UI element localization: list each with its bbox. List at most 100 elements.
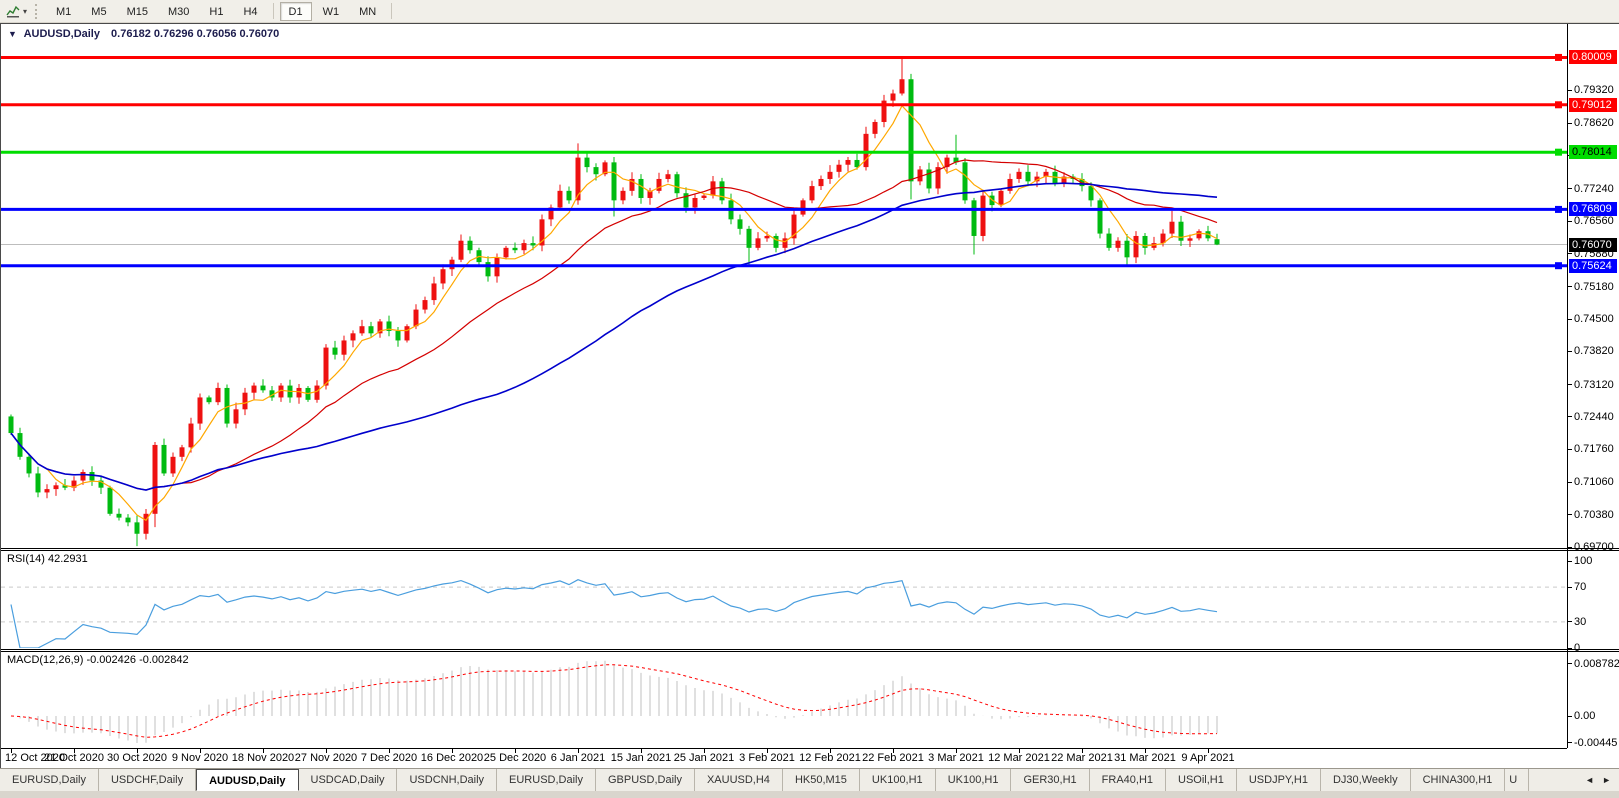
rsi-tick-mark xyxy=(1567,560,1572,562)
time-axis-label: 6 Jan 2021 xyxy=(550,752,606,764)
timeframe-button-m1[interactable]: M1 xyxy=(56,5,72,18)
indicators-icon[interactable]: ▾ xyxy=(2,2,31,21)
price-axis-label: 0.76560 xyxy=(1574,215,1614,228)
timeframe-button-m30[interactable]: M30 xyxy=(167,5,190,18)
timeframe-button-mn[interactable]: MN xyxy=(359,5,377,18)
chart-tab-usoil-h1[interactable]: USOil,H1 xyxy=(1166,769,1237,791)
chart-tab-ger30-h1[interactable]: GER30,H1 xyxy=(1011,769,1090,791)
price-axis-label: 0.71760 xyxy=(1574,443,1614,456)
time-axis-border xyxy=(1,748,1567,749)
macd-canvas[interactable] xyxy=(1,652,1567,748)
level-price-badge: 0.75624 xyxy=(1569,258,1617,273)
price-tick-mark xyxy=(1567,481,1572,483)
time-axis-label: 9 Apr 2021 xyxy=(1181,752,1235,764)
timeframe-button-m5[interactable]: M5 xyxy=(91,5,107,18)
time-axis-label: 12 Feb 2021 xyxy=(799,752,861,764)
time-tick-mark xyxy=(389,749,390,753)
chart-tab-audusd-daily[interactable]: AUDUSD,Daily xyxy=(196,769,299,791)
time-axis-label: 12 Oct 2020 xyxy=(5,752,65,764)
price-axis-label: 0.72440 xyxy=(1574,410,1614,423)
price-tick-mark xyxy=(1567,546,1572,548)
chart-tab-uk100-h1[interactable]: UK100,H1 xyxy=(860,769,936,791)
pane-separator[interactable] xyxy=(1,651,1619,652)
time-tick-mark xyxy=(74,749,75,753)
time-tick-mark xyxy=(830,749,831,753)
price-axis-label: 0.73120 xyxy=(1574,378,1614,391)
chart-tab-eurusd-daily[interactable]: EURUSD,Daily xyxy=(0,769,99,791)
chart-tab-hk50-m15[interactable]: HK50,M15 xyxy=(783,769,860,791)
time-axis-label: 18 Nov 2020 xyxy=(231,752,295,764)
price-tick-mark xyxy=(1567,350,1572,352)
toolbar: ▾ M1 M5 M15 M30 H1 H4 D1 W1 MN xyxy=(0,0,1619,23)
chart-tab-dj30-weekly[interactable]: DJ30,Weekly xyxy=(1321,769,1411,791)
pane-separator[interactable] xyxy=(1,649,1619,650)
time-tick-mark xyxy=(641,749,642,753)
chart-window: ▼ AUDUSD,Daily 0.76182 0.76296 0.76056 0… xyxy=(0,23,1619,768)
time-tick-mark xyxy=(11,749,12,753)
price-tick-mark xyxy=(1567,122,1572,124)
time-axis-label: 25 Jan 2021 xyxy=(673,752,735,764)
price-tick-mark xyxy=(1567,514,1572,516)
time-axis-label: 9 Nov 2020 xyxy=(171,752,229,764)
price-axis-label: 0.74500 xyxy=(1574,313,1614,326)
rsi-axis-label: 0 xyxy=(1574,642,1581,654)
time-axis-label: 7 Dec 2020 xyxy=(360,752,418,764)
chart-tab-usdjpy-h1[interactable]: USDJPY,H1 xyxy=(1237,769,1321,791)
time-axis-label: 27 Nov 2020 xyxy=(294,752,358,764)
level-price-badge: 0.79012 xyxy=(1569,97,1617,112)
chart-tab-eurusd-daily[interactable]: EURUSD,Daily xyxy=(497,769,596,791)
price-chart-canvas[interactable] xyxy=(1,25,1567,548)
dropdown-caret-icon[interactable]: ▾ xyxy=(23,6,28,16)
rsi-canvas[interactable] xyxy=(1,551,1567,648)
macd-axis-label: 0.008782 xyxy=(1574,657,1619,670)
price-tick-mark xyxy=(1567,318,1572,320)
chart-tabs: EURUSD,Daily USDCHF,Daily AUDUSD,Daily USDC… xyxy=(0,768,1619,791)
time-tick-mark xyxy=(263,749,264,753)
macd-tick-mark xyxy=(1567,742,1572,744)
price-axis-label: 0.73820 xyxy=(1574,345,1614,358)
rsi-axis-label: 70 xyxy=(1574,581,1587,594)
price-tick-mark xyxy=(1567,188,1572,190)
time-tick-mark xyxy=(200,749,201,753)
time-tick-mark xyxy=(1082,749,1083,753)
rsi-tick-mark xyxy=(1567,647,1572,649)
chart-tab-china300-h1[interactable]: CHINA300,H1 xyxy=(1411,769,1506,791)
timeframe-button-h1[interactable]: H1 xyxy=(209,5,224,18)
price-axis-label: 0.75180 xyxy=(1574,280,1614,293)
chart-tab-usdcad-daily[interactable]: USDCAD,Daily xyxy=(299,769,398,791)
tab-scroll-left-icon[interactable]: ◄ xyxy=(1585,775,1595,785)
timeframe-button-d1[interactable]: D1 xyxy=(279,1,312,21)
bid-price-badge: 0.76070 xyxy=(1569,237,1617,252)
time-axis-label: 31 Mar 2021 xyxy=(1114,752,1176,764)
time-axis-label: 3 Feb 2021 xyxy=(739,752,795,764)
time-tick-mark xyxy=(893,749,894,753)
timeframe-button-h4[interactable]: H4 xyxy=(243,5,258,18)
level-price-badge: 0.78014 xyxy=(1569,145,1617,160)
pane-separator[interactable] xyxy=(1,548,1619,549)
price-axis-label: 0.69700 xyxy=(1574,541,1614,554)
toolbar-grip-icon xyxy=(35,3,39,19)
timeframe-buttons: M1 M5 M15 M30 H1 H4 xyxy=(46,2,268,21)
pane-separator[interactable] xyxy=(1,550,1619,551)
chart-tab-xauusd-h4[interactable]: XAUUSD,H4 xyxy=(695,769,783,791)
timeframe-button-w1[interactable]: W1 xyxy=(322,5,340,18)
window-menu-icon[interactable]: ▼ xyxy=(8,29,17,39)
price-tick-mark xyxy=(1567,253,1572,255)
price-axis-label: 0.70380 xyxy=(1574,508,1614,521)
chart-tab-u[interactable]: U xyxy=(1505,769,1530,791)
time-tick-mark xyxy=(452,749,453,753)
level-price-badge: 0.76809 xyxy=(1569,202,1617,217)
price-axis-label: 0.71060 xyxy=(1574,476,1614,489)
chart-tab-usdchf-daily[interactable]: USDCHF,Daily xyxy=(99,769,197,791)
rsi-axis-label: 30 xyxy=(1574,615,1587,628)
chart-tab-fra40-h1[interactable]: FRA40,H1 xyxy=(1090,769,1167,791)
tab-scroll-arrows: ◄ ► xyxy=(1577,768,1619,791)
timeframe-button-m15[interactable]: M15 xyxy=(126,5,148,18)
price-tick-mark xyxy=(1567,286,1572,288)
macd-tick-mark xyxy=(1567,663,1572,665)
chart-tab-usdcnh-daily[interactable]: USDCNH,Daily xyxy=(397,769,498,791)
price-axis-label: 0.77240 xyxy=(1574,182,1614,195)
chart-tab-gbpusd-daily[interactable]: GBPUSD,Daily xyxy=(596,769,695,791)
chart-tab-uk100-h1[interactable]: UK100,H1 xyxy=(936,769,1012,791)
tab-scroll-right-icon[interactable]: ► xyxy=(1602,775,1611,785)
